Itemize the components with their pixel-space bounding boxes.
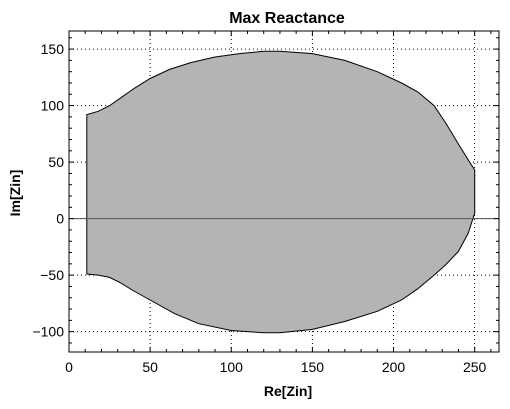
y-tick-label: 100	[41, 98, 65, 114]
y-tick-label: 150	[41, 41, 65, 57]
x-tick-label: 250	[463, 359, 487, 375]
x-tick-label: 0	[65, 359, 73, 375]
y-axis: −100 −50 0 50 100 150	[32, 37, 499, 344]
chart-title: Max Reactance	[229, 10, 345, 27]
x-tick-label: 100	[220, 359, 244, 375]
y-tick-label: −100	[32, 324, 64, 340]
y-tick-label: 0	[56, 211, 64, 227]
reactance-region	[86, 50, 476, 334]
y-tick-label: −50	[40, 267, 64, 283]
plot-frame	[68, 30, 500, 353]
x-tick-label: 50	[142, 359, 158, 375]
x-axis: 0 50 100 150 200 250	[65, 31, 492, 375]
y-axis-label: Im[Zin]	[7, 170, 23, 217]
x-axis-label: Re[Zin]	[264, 383, 312, 399]
y-tick-label: 50	[48, 154, 64, 170]
x-tick-label: 200	[382, 359, 406, 375]
x-tick-label: 150	[301, 359, 325, 375]
